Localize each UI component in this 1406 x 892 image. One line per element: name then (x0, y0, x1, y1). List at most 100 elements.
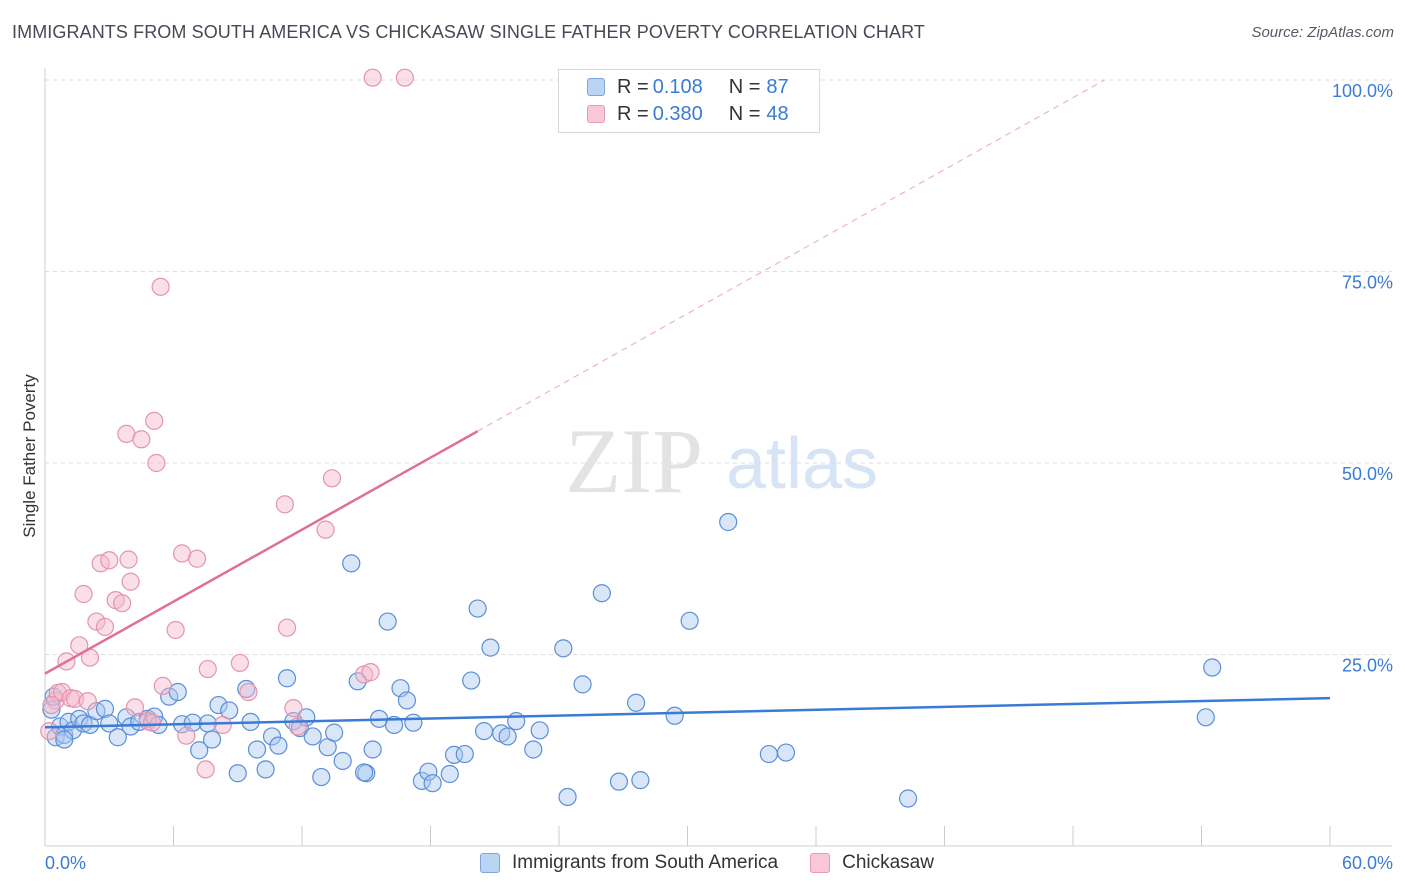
immigrants-point (190, 741, 209, 760)
chickasaw-point (121, 572, 140, 591)
chickasaw-point (275, 495, 294, 514)
immigrants-point (202, 730, 222, 749)
legend-label-immigrants: Immigrants from South America (512, 852, 779, 873)
immigrants-point (100, 714, 119, 733)
correlation-legend: R = 0.108 N = 87 R = 0.380 N = 48 (558, 69, 820, 133)
chickasaw-point (125, 698, 145, 717)
y-tick-label: 75.0% (1342, 273, 1393, 293)
y-tick-label: 50.0% (1342, 464, 1393, 484)
chickasaw-trend-extension (477, 79, 1105, 432)
chickasaw-point (78, 692, 97, 711)
chickasaw-point (132, 430, 151, 449)
legend-n-label: N = (728, 75, 761, 98)
legend-row-immigrants: R = 0.108 N = 87 (587, 75, 789, 99)
immigrants-point (474, 721, 494, 741)
chart-title: IMMIGRANTS FROM SOUTH AMERICA VS CHICKAS… (12, 22, 925, 42)
x-tick-label: 60.0% (1342, 853, 1393, 873)
immigrants-point (262, 727, 282, 746)
immigrants-point (108, 728, 127, 747)
immigrants-point (412, 771, 432, 790)
chickasaw-point (395, 68, 414, 87)
chickasaw-point (239, 682, 258, 702)
chickasaw-point (198, 659, 217, 679)
immigrants-point (440, 764, 459, 784)
legend-row-chickasaw: R = 0.380 N = 48 (587, 102, 789, 126)
immigrants-point (333, 751, 352, 771)
series-chickasaw-points (40, 68, 414, 779)
legend-n-value: 87 (766, 75, 789, 98)
immigrants-point (237, 679, 256, 699)
immigrants-point (558, 787, 577, 807)
legend-r-value: 0.108 (652, 75, 703, 98)
immigrants-point (665, 706, 684, 725)
y-tick-labels: 25.0% 50.0% 75.0% 100.0% (1332, 81, 1393, 676)
immigrants-point (423, 774, 442, 793)
y-tick-label: 25.0% (1342, 656, 1393, 676)
watermark-zip: ZIP (565, 410, 703, 512)
legend-item-chickasaw[interactable]: Chickasaw (810, 852, 934, 874)
chickasaw-point (42, 695, 61, 715)
chickasaw-point (322, 469, 342, 488)
watermark-atlas: atlas (726, 424, 878, 504)
immigrants-point (256, 760, 275, 779)
immigrants-point (325, 723, 344, 742)
immigrants-point (719, 512, 738, 532)
series-immigrants-points (42, 512, 1222, 808)
immigrants-point (554, 639, 573, 658)
immigrants-point (530, 721, 549, 740)
immigrants-point (355, 763, 374, 782)
series-legend: Immigrants from South America Chickasaw (480, 852, 966, 874)
chickasaw-point (100, 551, 119, 570)
immigrants-point (592, 584, 611, 603)
immigrants-point (342, 554, 361, 573)
immigrants-point (468, 599, 487, 618)
chickasaw-point (87, 612, 106, 631)
chickasaw-point (112, 594, 132, 613)
legend-r-value: 0.380 (652, 102, 703, 125)
legend-label-chickasaw: Chickasaw (842, 852, 934, 873)
chickasaw-point (153, 676, 172, 696)
chickasaw-point (151, 277, 170, 296)
immigrants-point (626, 693, 646, 712)
immigrants-point (1203, 658, 1222, 677)
chickasaw-point (74, 584, 93, 604)
chickasaw-point (230, 653, 249, 673)
legend-swatch-blue (587, 78, 605, 96)
immigrants-point (303, 727, 322, 746)
chickasaw-point (119, 550, 138, 569)
chickasaw-point (40, 721, 59, 741)
immigrants-point (378, 612, 397, 631)
chickasaw-point (145, 411, 164, 430)
immigrants-point (277, 669, 297, 688)
chickasaw-point (147, 453, 166, 473)
immigrants-point (419, 762, 438, 781)
immigrants-trend-line (44, 696, 1331, 729)
legend-n-value: 48 (766, 102, 789, 125)
legend-n-label: N = (728, 102, 761, 125)
immigrants-point (455, 744, 474, 764)
legend-r-label: R = (617, 75, 649, 98)
immigrants-point (759, 744, 778, 764)
chickasaw-point (142, 713, 162, 732)
chickasaw-point (361, 663, 380, 682)
chickasaw-point (284, 699, 303, 718)
legend-item-immigrants[interactable]: Immigrants from South America (480, 852, 778, 874)
immigrants-point (160, 687, 179, 706)
chickasaw-point (95, 617, 115, 637)
chickasaw-point (363, 68, 382, 87)
legend-swatch-blue (480, 853, 500, 873)
immigrants-point (462, 671, 481, 690)
immigrants-point (776, 743, 796, 762)
y-tick-label: 100.0% (1332, 81, 1393, 101)
immigrants-point (898, 789, 918, 808)
chickasaw-point (213, 715, 232, 735)
chickasaw-point (187, 549, 207, 568)
chickasaw-trend-line (44, 430, 479, 675)
chickasaw-point (196, 760, 215, 779)
immigrants-point (631, 771, 650, 790)
immigrants-point (348, 672, 367, 691)
x-tick-labels: 0.0% 60.0% (45, 853, 1393, 873)
immigrants-point (247, 740, 267, 759)
grid-lines (45, 79, 1392, 655)
